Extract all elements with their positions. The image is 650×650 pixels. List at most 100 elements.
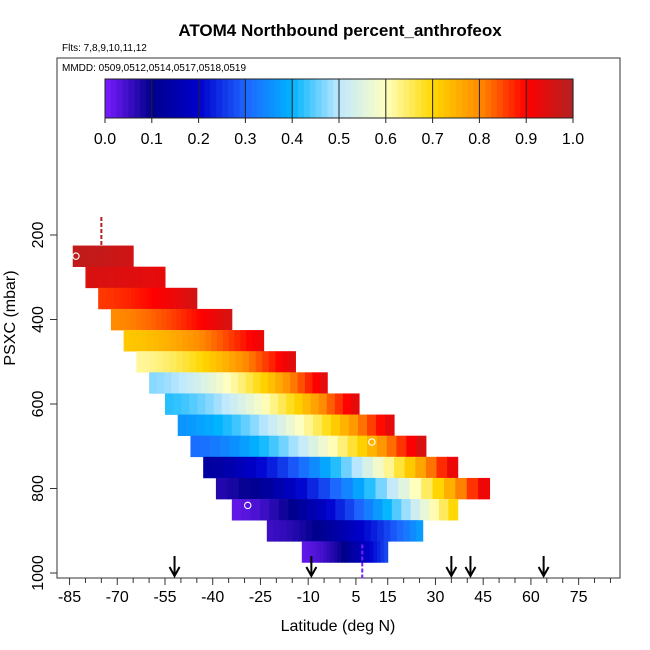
colorbar-tick-label: 0.8 bbox=[468, 131, 490, 148]
heatmap-cell bbox=[178, 372, 187, 394]
heatmap-cell bbox=[455, 477, 468, 500]
heatmap-cell bbox=[205, 393, 215, 415]
heatmap-cell bbox=[416, 520, 424, 542]
colorbar-segment bbox=[561, 79, 568, 118]
heatmap-cell bbox=[181, 393, 190, 415]
heatmap-cell bbox=[149, 372, 158, 394]
heatmap-cell bbox=[156, 308, 162, 331]
heatmap-cell bbox=[193, 372, 202, 394]
heatmap-cell bbox=[90, 245, 94, 267]
heatmap-cell bbox=[409, 477, 422, 500]
heatmap-cell bbox=[266, 520, 274, 542]
heatmap-cell bbox=[209, 351, 217, 373]
heatmap-cell bbox=[259, 435, 270, 458]
heatmap-cell bbox=[196, 308, 203, 331]
heatmap-cell bbox=[98, 266, 103, 289]
heatmap-cell bbox=[224, 456, 236, 479]
flights-note: Flts: 7,8,9,10,11,12 bbox=[62, 43, 147, 54]
heatmap-cell bbox=[166, 308, 172, 331]
heatmap-cell bbox=[176, 330, 183, 352]
heatmap-cell bbox=[386, 435, 397, 458]
heatmap-cell bbox=[106, 287, 112, 310]
heatmap-cell bbox=[229, 351, 237, 373]
heatmap-cell bbox=[231, 499, 242, 521]
heatmap-cell bbox=[364, 520, 372, 542]
heatmap-cell bbox=[240, 414, 251, 436]
flight-arrow bbox=[537, 556, 550, 579]
heatmap-cell bbox=[188, 287, 194, 310]
data-circle bbox=[243, 501, 252, 510]
colorbar-segment bbox=[508, 79, 516, 118]
heatmap-cell bbox=[245, 456, 257, 479]
heatmap-cell bbox=[297, 499, 308, 521]
heatmap-cell bbox=[113, 245, 117, 267]
heatmap-cell bbox=[142, 351, 151, 373]
heatmap-cell bbox=[269, 499, 280, 521]
heatmap-cell bbox=[156, 372, 165, 394]
heatmap-cell bbox=[278, 393, 287, 415]
heatmap-cell bbox=[158, 330, 165, 352]
colorbar-tick-label: 0.4 bbox=[281, 131, 303, 148]
colorbar-tick-label: 0.6 bbox=[375, 131, 397, 148]
heatmap-cell bbox=[305, 372, 313, 394]
heatmap-cell bbox=[294, 393, 303, 415]
heatmap-cell bbox=[275, 372, 284, 394]
heatmap-cell bbox=[284, 477, 297, 500]
colorbar-segment bbox=[151, 79, 159, 118]
heatmap-cell bbox=[362, 541, 367, 563]
heatmap-cell bbox=[85, 245, 89, 267]
heatmap-cell bbox=[466, 477, 479, 500]
heatmap-cell bbox=[92, 245, 96, 267]
flight-arrow bbox=[305, 556, 318, 579]
heatmap-cell bbox=[226, 308, 233, 331]
heatmap-cell bbox=[125, 266, 130, 289]
heatmap-cell bbox=[415, 456, 427, 479]
heatmap-cell bbox=[344, 499, 355, 521]
heatmap-cell bbox=[149, 351, 157, 373]
heatmap-cell bbox=[448, 499, 459, 521]
heatmap-cell bbox=[373, 541, 378, 563]
heatmap-cell bbox=[277, 456, 289, 479]
heatmap-cell bbox=[406, 435, 417, 458]
colorbar-segment bbox=[262, 79, 270, 118]
heatmap-cell bbox=[114, 287, 120, 310]
heatmap-cell bbox=[182, 351, 190, 373]
heatmap-cell bbox=[421, 477, 434, 500]
heatmap-cell bbox=[216, 308, 223, 331]
heatmap-cell bbox=[131, 266, 136, 289]
heatmap-cell bbox=[307, 477, 320, 500]
heatmap-cell bbox=[318, 477, 331, 500]
heatmap-cell bbox=[316, 499, 327, 521]
heatmap-cell bbox=[110, 308, 117, 331]
heatmap-cell bbox=[391, 499, 402, 521]
heatmap-cell bbox=[288, 499, 299, 521]
colorbar-segment bbox=[362, 79, 369, 118]
heatmap-cell bbox=[367, 414, 377, 436]
heatmap-cell bbox=[292, 520, 300, 542]
heatmap-cell bbox=[210, 435, 221, 458]
heatmap-cell bbox=[268, 435, 280, 458]
colorbar-segment bbox=[537, 79, 545, 118]
heatmap-cell bbox=[286, 393, 295, 415]
heatmap-cell bbox=[341, 541, 346, 563]
heatmap-cell bbox=[443, 477, 456, 500]
heatmap-cell bbox=[187, 330, 195, 352]
heatmap-cell bbox=[130, 245, 134, 267]
heatmap-cell bbox=[420, 499, 430, 521]
data-circle bbox=[527, 475, 535, 483]
heatmap-cell bbox=[165, 393, 174, 415]
heatmap-cell bbox=[191, 308, 198, 331]
heatmap-cell bbox=[203, 456, 215, 479]
x-axis-label: Latitude (deg N) bbox=[281, 618, 396, 635]
heatmap-cell bbox=[202, 351, 210, 373]
heatmap-cell bbox=[363, 499, 374, 521]
heatmap-cell bbox=[384, 541, 389, 563]
heatmap-cell bbox=[321, 414, 332, 436]
heatmap-cell bbox=[181, 330, 189, 352]
colorbar-segment bbox=[321, 79, 328, 118]
heatmap-cell bbox=[85, 266, 90, 289]
heatmap-cell bbox=[308, 541, 314, 563]
heatmap-cell bbox=[123, 245, 127, 267]
heatmap-cell bbox=[337, 435, 348, 458]
colorbar-segment bbox=[110, 79, 118, 118]
